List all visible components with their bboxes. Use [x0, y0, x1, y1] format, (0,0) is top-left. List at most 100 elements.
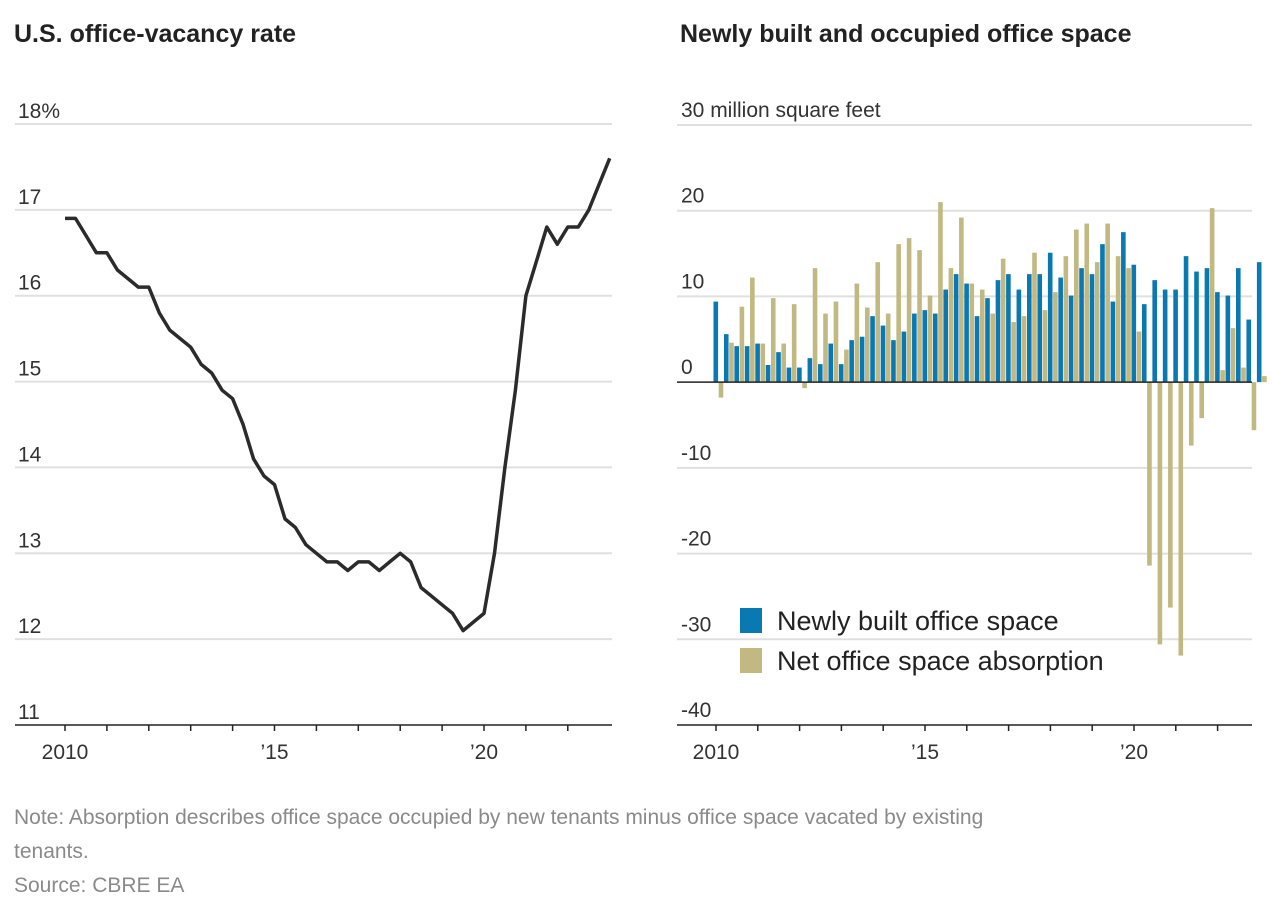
absorption-bar — [781, 343, 786, 383]
y-tick-label: -30 — [681, 613, 711, 636]
newly-built-bar — [1204, 268, 1210, 383]
newly-built-bar — [828, 343, 834, 383]
x-tick-label: 2010 — [42, 741, 89, 764]
absorption-bar — [990, 313, 995, 383]
absorption-bar — [1262, 376, 1267, 383]
absorption-bar — [938, 202, 943, 383]
newly-built-bar — [797, 367, 802, 383]
absorption-bar — [750, 277, 755, 383]
absorption-bar — [718, 382, 724, 398]
absorption-bar — [1178, 382, 1184, 656]
y-tick-label: 10 — [681, 270, 704, 293]
y-tick-label: 11 — [18, 701, 40, 724]
newly-built-legend-swatch — [740, 608, 762, 633]
newly-built-bar — [1006, 274, 1011, 383]
absorption-bar — [770, 298, 776, 383]
newly-built-bar — [1236, 268, 1241, 383]
newly-built-bar — [1058, 277, 1063, 383]
newly-built-bar — [1246, 319, 1252, 383]
absorption-bar — [833, 301, 839, 383]
newly-built-bar — [1194, 271, 1199, 383]
y-tick-label: 12 — [18, 615, 41, 638]
vacancy-rate-line — [65, 157, 612, 633]
absorption-bar — [1011, 322, 1016, 383]
absorption-bar — [1105, 223, 1110, 383]
y-tick-label: 30 million square feet — [681, 99, 881, 122]
newly-built-bar — [1100, 244, 1105, 383]
newly-built-bar — [1047, 252, 1053, 383]
absorption-bar — [865, 307, 870, 383]
x-tick-label: ’15 — [911, 741, 939, 764]
x-tick-label: ’20 — [1120, 741, 1148, 764]
newly-built-bar — [1089, 274, 1095, 383]
absorption-bar — [917, 250, 922, 383]
y-tick-label: -40 — [681, 699, 711, 722]
newly-built-bar — [912, 313, 917, 383]
x-tick-label: 2010 — [693, 741, 740, 764]
absorption-bar — [896, 244, 901, 383]
newly-built-bar — [786, 367, 792, 383]
y-tick-label: -10 — [681, 442, 711, 465]
absorption-bar — [760, 343, 766, 383]
y-tick-label: 15 — [18, 358, 41, 381]
y-tick-label: 20 — [681, 185, 704, 208]
newly-built-bar — [765, 365, 771, 383]
absorption-bar — [812, 268, 818, 383]
absorption-bar — [1053, 292, 1058, 383]
y-tick-label: 14 — [18, 443, 42, 466]
newly-built-bar — [901, 331, 907, 383]
y-tick-label: 13 — [18, 529, 41, 552]
newly-built-bar — [1162, 289, 1168, 383]
absorption-bar — [844, 349, 849, 383]
absorption-bar — [1084, 223, 1090, 383]
absorption-bar — [1188, 382, 1194, 446]
newly-built-bar — [891, 340, 896, 383]
newly-built-bar — [880, 325, 886, 383]
newly-built-bar — [985, 298, 990, 383]
x-tick-label: ’20 — [470, 741, 498, 764]
absorption-bar — [979, 289, 985, 383]
absorption-bar — [854, 283, 860, 383]
absorption-bar — [1147, 382, 1152, 566]
absorption-bar — [1115, 256, 1121, 383]
newly-built-bar — [995, 280, 1001, 383]
newly-built-bar — [932, 313, 938, 383]
absorption-bar — [1220, 370, 1225, 383]
absorption-bar — [1251, 382, 1257, 431]
newly-built-bar — [1037, 274, 1043, 383]
right-chart-title: Newly built and occupied office space — [680, 20, 1132, 48]
newly-built-bar — [859, 336, 865, 383]
newly-built-bar — [1173, 289, 1178, 383]
newly-built-bar — [870, 316, 875, 383]
absorption-bar — [1136, 331, 1142, 383]
absorption-bar — [1241, 367, 1246, 383]
absorption-bar — [1126, 268, 1131, 383]
absorption-bar — [1199, 382, 1204, 419]
newly-built-bar — [755, 343, 760, 383]
newly-built-bar — [776, 352, 781, 383]
absorption-bar — [1230, 328, 1236, 383]
absorption-bar — [1209, 208, 1215, 383]
newly-built-bar — [1183, 256, 1189, 383]
newly-built-bar — [1256, 262, 1262, 383]
absorption-bar — [739, 306, 745, 383]
absorption-bar — [1074, 229, 1079, 383]
absorption-bar — [927, 295, 933, 383]
y-tick-label: 16 — [18, 272, 41, 295]
absorption-bar — [959, 217, 964, 383]
y-tick-label: 0 — [681, 356, 693, 379]
absorption-bar — [1000, 258, 1006, 383]
absorption-bar — [823, 313, 828, 383]
newly-built-bar — [744, 346, 750, 383]
absorption-bar — [1168, 382, 1173, 608]
newly-built-bar — [1110, 301, 1116, 383]
absorption-bar — [885, 313, 891, 383]
absorption-bar — [1094, 262, 1100, 383]
newly-built-bar — [922, 310, 928, 383]
newly-built-bar — [734, 346, 739, 383]
absorption-bar — [1021, 316, 1027, 383]
x-tick-label: ’15 — [260, 741, 288, 764]
y-tick-label: 18% — [18, 100, 60, 123]
absorption-bar — [906, 238, 912, 383]
